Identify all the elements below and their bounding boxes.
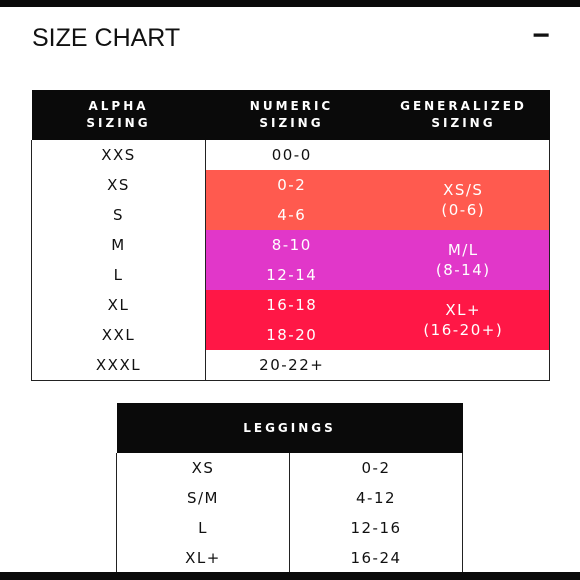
header-alpha-line1: ALPHA (88, 99, 149, 113)
leggings-size-cell: L (116, 513, 290, 543)
page-title: SIZE CHART (32, 24, 181, 52)
generalized-range: (8-14) (435, 261, 491, 279)
generalized-label: M/L (447, 241, 479, 259)
generalized-size-cell: XS/S (0-6) (377, 170, 550, 230)
header-numeric-line2: SIZING (259, 116, 324, 130)
alpha-size-cell: XS (31, 170, 206, 200)
table-row: L 12-14 (31, 260, 550, 290)
alpha-size-cell: XL (31, 290, 206, 320)
leggings-size-cell: XS (116, 453, 290, 483)
numeric-size-cell: 00-0 (271, 146, 312, 164)
leggings-range-cell: 12-16 (289, 513, 464, 543)
numeric-size-cell: 0-2 (205, 170, 378, 200)
generalized-label: XL+ (445, 301, 482, 319)
generalized-size-cell: XL+ (16-20+) (377, 290, 550, 350)
table-row: XL 16-18 XL+ (16-20+) (31, 290, 550, 350)
header-generalized-line1: GENERALIZED (400, 99, 527, 113)
size-chart-table: ALPHA SIZING NUMERIC SIZING GENERALIZED … (31, 90, 550, 381)
numeric-size-cell: 12-14 (205, 260, 378, 290)
table-row: L 12-16 (116, 513, 464, 543)
generalized-label: XS/S (443, 181, 484, 199)
table-row: S/M 4-12 (116, 483, 464, 513)
alpha-size-cell: XXXL (31, 350, 206, 381)
generalized-size-cell: M/L (8-14) (377, 230, 550, 290)
generalized-empty-cell (377, 350, 550, 381)
leggings-size-cell: S/M (116, 483, 290, 513)
table-row: M 8-10 M/L (8-14) (31, 230, 550, 290)
generalized-range: (16-20+) (423, 321, 504, 339)
generalized-empty-cell (377, 140, 550, 170)
collapse-icon[interactable]: − (532, 19, 550, 52)
leggings-range-cell: 16-24 (289, 543, 464, 573)
leggings-range-cell: 0-2 (289, 453, 464, 483)
header-alpha-sizing: ALPHA SIZING (31, 90, 206, 140)
leggings-range-cell: 4-12 (289, 483, 464, 513)
numeric-size-cell: 16-18 (205, 290, 378, 320)
top-border-bar (0, 0, 580, 7)
leggings-header-row: LEGGINGS (116, 403, 463, 453)
table-row: XXL 18-20 (31, 320, 550, 350)
numeric-size-cell: 8-10 (205, 230, 378, 260)
numeric-size-cell: 4-6 (205, 200, 378, 230)
alpha-size-cell: XXL (31, 320, 206, 350)
table-row: XS 0-2 XS/S (0-6) (31, 170, 550, 230)
generalized-range: (0-6) (441, 201, 486, 219)
alpha-size-cell: S (31, 200, 206, 230)
table-row: XXS 00-0 (31, 140, 550, 170)
header-generalized-sizing: GENERALIZED SIZING (377, 90, 550, 140)
size-chart-header-row: ALPHA SIZING NUMERIC SIZING GENERALIZED … (31, 90, 550, 140)
table-row: XXXL 20-22+ (31, 350, 550, 381)
leggings-table: LEGGINGS XS 0-2 S/M 4-12 L 12-16 XL+ 16-… (116, 403, 464, 573)
alpha-size-cell: L (31, 260, 206, 290)
leggings-size-cell: XL+ (116, 543, 290, 573)
alpha-size-cell: XXS (31, 140, 206, 170)
numeric-size-cell: 18-20 (205, 320, 378, 350)
table-row: S 4-6 (31, 200, 550, 230)
leggings-header: LEGGINGS (116, 403, 463, 453)
numeric-size-cell: 20-22+ (205, 350, 378, 381)
table-row: XL+ 16-24 (116, 543, 464, 573)
table-row: XS 0-2 (116, 453, 464, 483)
header-alpha-line2: SIZING (86, 116, 151, 130)
bottom-border-bar (0, 572, 580, 580)
header-numeric-line1: NUMERIC (249, 99, 334, 113)
alpha-size-cell: M (31, 230, 206, 260)
header-generalized-line2: SIZING (431, 116, 496, 130)
header-numeric-sizing: NUMERIC SIZING (205, 90, 378, 140)
